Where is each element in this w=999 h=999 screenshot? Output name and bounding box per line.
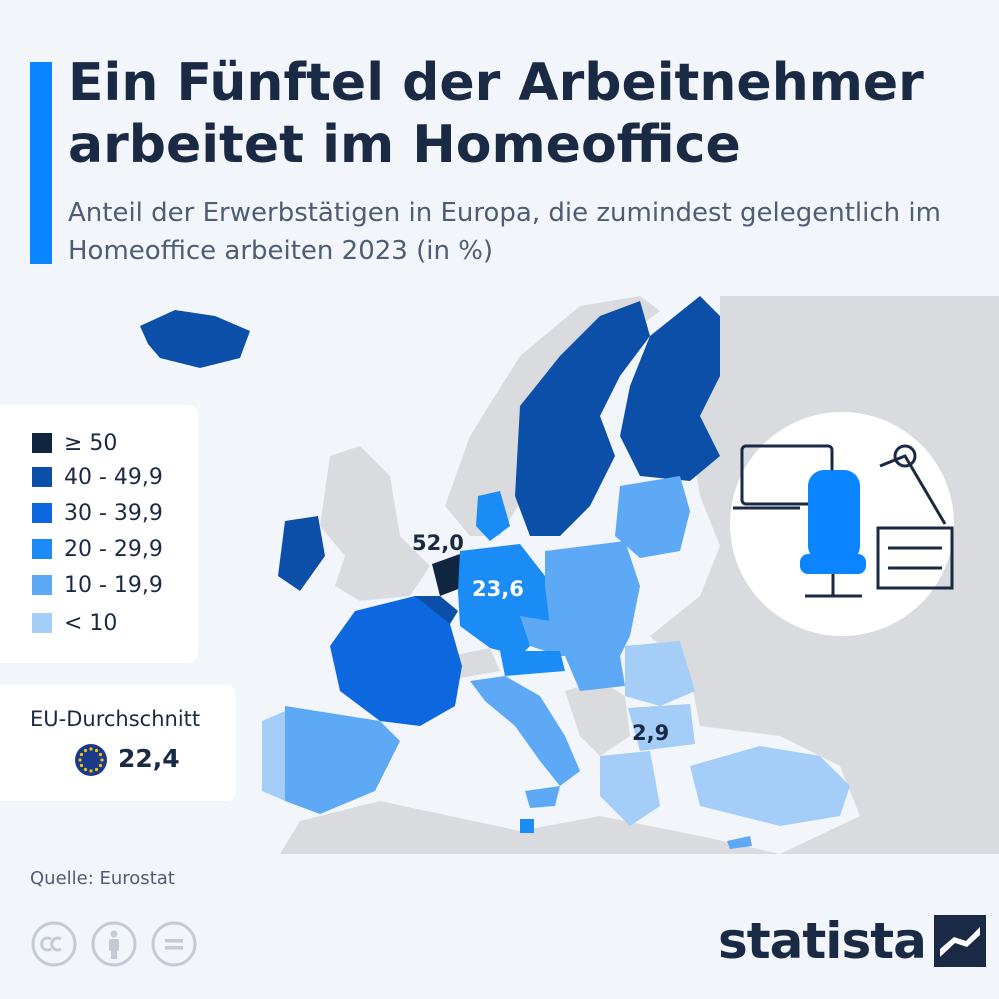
legend-swatch <box>32 467 52 487</box>
non-eu-land-switzerland <box>450 648 500 678</box>
region-estonia-latvia-lithuania <box>615 476 690 558</box>
region-italy <box>470 676 580 786</box>
legend-swatch <box>32 575 52 595</box>
region-cyprus <box>727 836 752 849</box>
legend-label: 30 - 39,9 <box>64 500 163 526</box>
cc-icon[interactable] <box>30 920 78 968</box>
non-eu-land-turkey <box>690 746 850 826</box>
statista-logo[interactable]: statista <box>718 912 986 970</box>
legend-item: 20 - 29,9 <box>32 535 163 563</box>
page-title: Ein Fünftel der Arbeitnehmer arbeitet im… <box>68 53 924 175</box>
legend-item: 30 - 39,9 <box>32 499 163 527</box>
nd-icon[interactable] <box>150 920 198 968</box>
license-icons <box>30 920 198 968</box>
region-poland <box>545 541 640 641</box>
non-eu-land-balkans <box>565 681 630 756</box>
by-icon[interactable] <box>90 920 138 968</box>
region-ireland <box>278 516 325 591</box>
legend-label: 10 - 19,9 <box>64 572 163 598</box>
region-greece <box>600 751 660 826</box>
label-bulgaria: 2,9 <box>632 721 669 745</box>
non-eu-land-uk <box>320 446 430 601</box>
region-portugal <box>262 711 285 801</box>
legend-swatch <box>32 503 52 523</box>
legend: ≥ 50 40 - 49,9 30 - 39,9 20 - 29,9 10 - … <box>0 405 198 663</box>
legend-label: 40 - 49,9 <box>64 464 163 490</box>
region-france <box>330 596 462 726</box>
region-sicily <box>525 786 560 808</box>
legend-label: < 10 <box>64 610 118 636</box>
region-malta <box>520 819 534 833</box>
region-spain <box>285 706 400 814</box>
eu-average-value: 22,4 <box>118 744 180 773</box>
title-accent-bar <box>30 62 52 264</box>
legend-item: 40 - 49,9 <box>32 463 163 491</box>
region-austria <box>500 651 565 676</box>
legend-label: 20 - 29,9 <box>64 536 163 562</box>
label-netherlands: 52,0 <box>412 531 464 555</box>
legend-swatch <box>32 539 52 559</box>
europe-map: 52,0 23,6 2,9 <box>140 296 999 854</box>
region-romania <box>625 641 695 706</box>
legend-swatch <box>32 433 52 453</box>
region-finland <box>620 296 720 481</box>
legend-item: < 10 <box>32 609 117 637</box>
legend-swatch <box>32 613 52 633</box>
statista-logo-icon <box>933 915 986 967</box>
region-belgium-luxembourg <box>415 596 458 624</box>
region-netherlands <box>432 554 466 596</box>
legend-label: ≥ 50 <box>64 430 118 456</box>
brand-name: statista <box>718 912 927 970</box>
region-iceland <box>140 310 250 368</box>
home-office-desk-icon <box>730 412 954 636</box>
region-bulgaria <box>628 704 695 751</box>
eu-average-label: EU-Durchschnitt <box>30 707 201 731</box>
eu-flag-icon <box>75 744 107 776</box>
region-sweden <box>515 301 650 536</box>
eu-average-box: EU-Durchschnitt <box>0 685 236 801</box>
region-hungary <box>565 656 625 691</box>
source-note: Quelle: Eurostat <box>30 868 175 889</box>
legend-item: 10 - 19,9 <box>32 571 163 599</box>
page-subtitle: Anteil der Erwerbstätigen in Europa, die… <box>68 198 941 266</box>
label-germany: 23,6 <box>472 577 524 601</box>
legend-item: ≥ 50 <box>32 429 117 457</box>
non-eu-land-north-africa <box>280 801 780 854</box>
region-denmark <box>476 491 510 541</box>
region-czechia-slovakia <box>520 616 630 656</box>
